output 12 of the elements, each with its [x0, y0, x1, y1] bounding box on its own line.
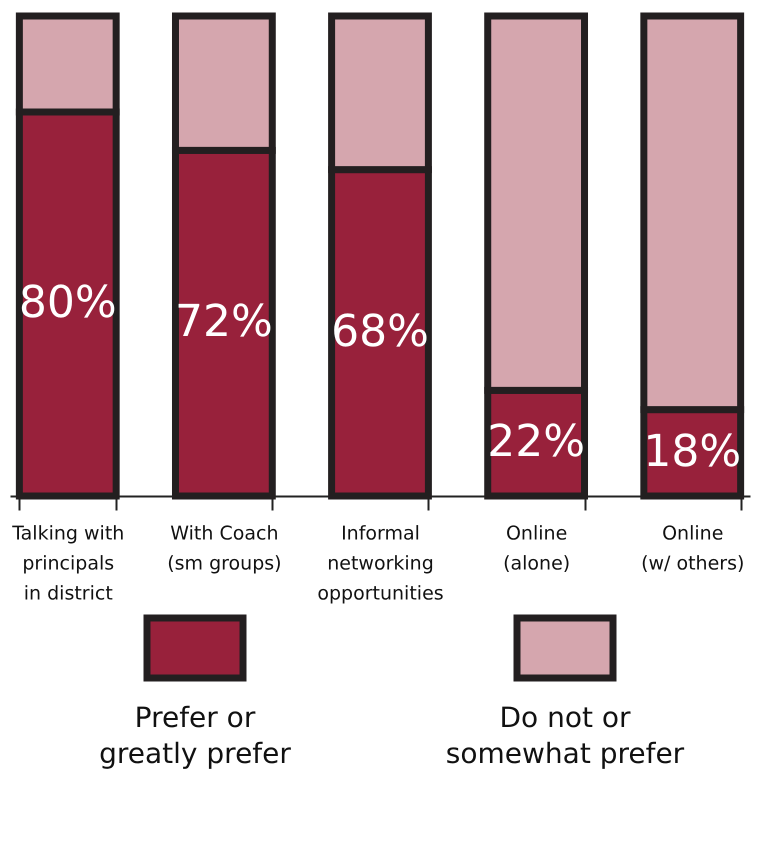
legend-label: Prefer or greatly prefer	[99, 701, 292, 770]
x-tick-label: With Coach (sm groups)	[167, 522, 282, 574]
data-label: 72%	[174, 296, 273, 348]
data-label: 22%	[487, 416, 586, 468]
data-label: 18%	[643, 426, 742, 477]
data-label: 80%	[18, 277, 117, 328]
x-tick-label: Talking with principals in district	[11, 522, 124, 604]
legend-label: Do not or somewhat prefer	[446, 701, 685, 770]
data-label: 68%	[331, 306, 429, 357]
x-tick-label: Online (w/ others)	[641, 522, 744, 574]
x-tick-label: Online (alone)	[503, 522, 570, 574]
x-tick-label: Informal networking opportunities	[317, 522, 444, 604]
